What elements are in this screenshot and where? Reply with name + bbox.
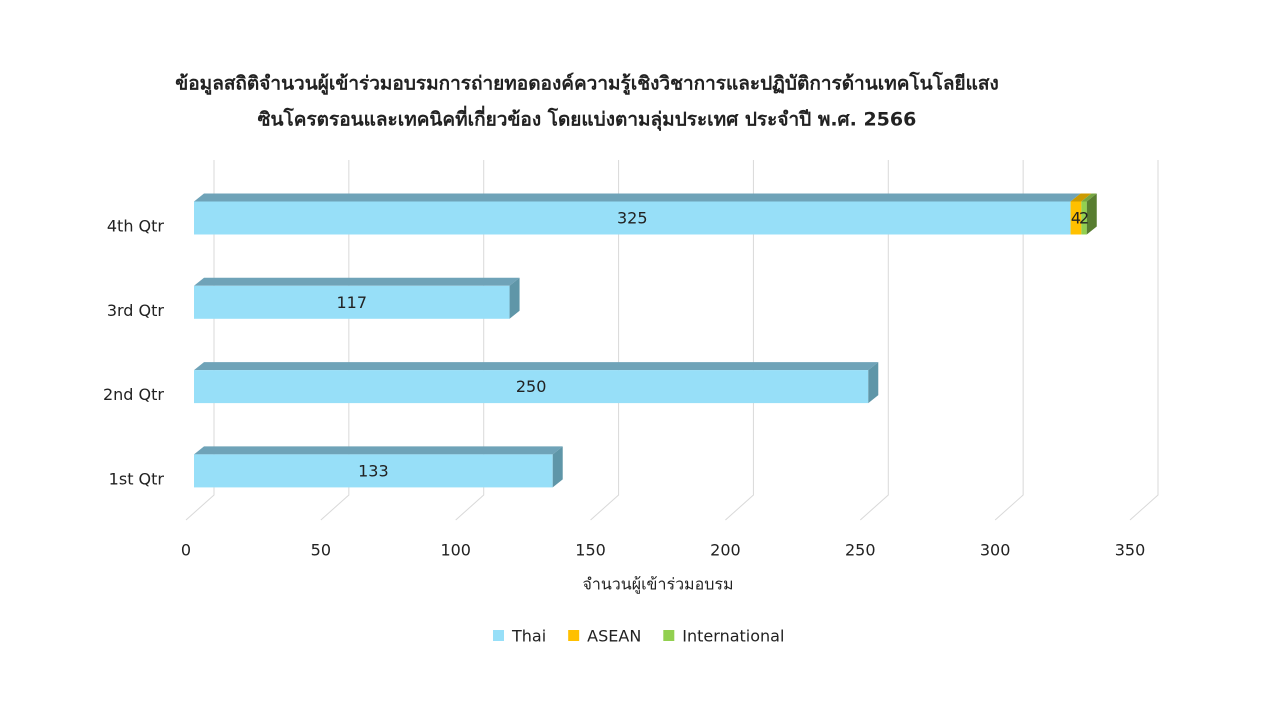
y-tick-label: 4th Qtr bbox=[107, 217, 165, 236]
bar-side bbox=[1086, 193, 1097, 235]
bar bbox=[194, 370, 869, 404]
legend-swatch bbox=[663, 630, 675, 641]
x-tick-label: 50 bbox=[311, 541, 331, 560]
x-tick-label: 300 bbox=[980, 541, 1011, 560]
bar-top bbox=[194, 277, 520, 286]
x-tick-label: 250 bbox=[845, 541, 876, 560]
x-tick-label: 0 bbox=[181, 541, 191, 560]
bar-top bbox=[194, 446, 563, 455]
y-tick-label: 3rd Qtr bbox=[107, 301, 165, 320]
bar bbox=[194, 454, 553, 488]
bar-side bbox=[509, 277, 520, 319]
bar bbox=[1081, 201, 1087, 235]
x-tick-label: 350 bbox=[1115, 541, 1146, 560]
bar-top bbox=[194, 362, 879, 371]
chart-title: ข้อมูลสถิติจำนวนผู้เข้าร่วมอบรมการถ่ายทอ… bbox=[175, 72, 998, 96]
data-label: 250 bbox=[516, 377, 547, 396]
x-tick-label: 100 bbox=[440, 541, 471, 560]
data-label: 2 bbox=[1079, 209, 1089, 228]
data-label: 4 bbox=[1071, 209, 1081, 228]
chart-title: ซินโครตรอนและเทคนิคที่เกี่ยวข้อง โดยแบ่ง… bbox=[258, 106, 917, 132]
data-label: 117 bbox=[337, 293, 368, 312]
grid-line bbox=[455, 160, 485, 521]
bar-top bbox=[1081, 193, 1097, 202]
bar-top bbox=[1070, 193, 1092, 202]
grid-line bbox=[725, 160, 754, 521]
x-axis-title: จำนวนผู้เข้าร่วมอบรม bbox=[582, 575, 733, 595]
bar-side bbox=[868, 362, 879, 404]
grid-line bbox=[185, 160, 215, 521]
bar-top bbox=[194, 193, 1081, 202]
legend-label: ASEAN bbox=[587, 627, 641, 646]
legend-swatch bbox=[568, 630, 580, 641]
legend-label: Thai bbox=[511, 627, 546, 646]
y-tick-label: 2nd Qtr bbox=[103, 385, 164, 404]
legend-swatch bbox=[493, 630, 504, 641]
grid-line bbox=[590, 160, 620, 521]
grid-line bbox=[1129, 160, 1159, 521]
legend-label: International bbox=[682, 627, 784, 646]
x-tick-label: 150 bbox=[575, 541, 606, 560]
y-tick-label: 1st Qtr bbox=[109, 469, 165, 488]
bar bbox=[1070, 201, 1082, 235]
x-tick-label: 200 bbox=[710, 541, 741, 560]
bar bbox=[194, 285, 510, 319]
grid-line bbox=[320, 160, 350, 521]
data-label: 133 bbox=[358, 461, 389, 480]
grid-line bbox=[994, 160, 1024, 521]
grid-line bbox=[859, 160, 889, 521]
bar-side bbox=[552, 446, 563, 488]
data-label: 325 bbox=[617, 209, 648, 228]
bar bbox=[194, 201, 1071, 235]
